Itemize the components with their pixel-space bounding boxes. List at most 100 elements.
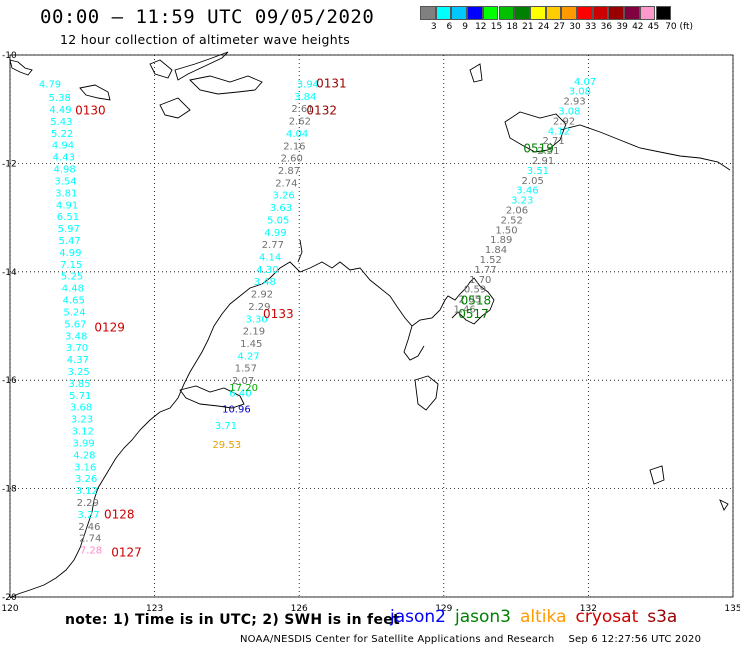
wave-height-value: 1.77 [474, 265, 496, 276]
pass-number-label: 0519 [523, 142, 554, 156]
wave-height-value: 5.38 [49, 93, 71, 104]
wave-height-value: 2.71 [543, 136, 565, 147]
wave-height-value: 2.46 [78, 522, 100, 533]
wave-height-value: 3.63 [270, 203, 292, 214]
wave-height-value: 4.99 [264, 228, 286, 239]
color-scale-label: 42 [632, 22, 644, 32]
wave-height-value: 7.28 [80, 546, 102, 557]
wave-height-value: 4.04 [286, 129, 308, 140]
wave-height-value: 2.05 [522, 176, 544, 187]
wave-height-value: 3.08 [569, 87, 591, 98]
lat-tick-label: -12 [2, 159, 17, 169]
wave-height-value: 5.43 [50, 117, 72, 128]
wave-height-value: 3.08 [558, 107, 580, 118]
wave-height-value: 2.92 [251, 290, 273, 301]
lat-lon-grid [9, 54, 734, 598]
color-scale-label: 15 [490, 22, 503, 32]
color-swatch [577, 6, 593, 20]
color-swatch [451, 6, 468, 20]
mission-legend-item: s3a [647, 607, 678, 627]
wave-height-value: 3.54 [54, 176, 76, 187]
wave-height-value: 29.53 [212, 440, 241, 451]
footnote: note: 1) Time is in UTC; 2) SWH is in fe… [65, 612, 401, 628]
wave-height-value: 3.85 [68, 379, 90, 390]
wave-height-value: 5.25 [61, 272, 83, 283]
wave-height-value: 5.47 [58, 236, 80, 247]
lon-tick-label: 129 [435, 604, 452, 614]
coastline [9, 51, 731, 599]
lon-tick-label: 126 [291, 604, 308, 614]
wave-height-value: 4.79 [39, 80, 61, 91]
color-scale-label: 6 [446, 22, 453, 32]
wave-height-value: 2.77 [262, 240, 284, 251]
wave-height-value: 3.84 [294, 92, 316, 103]
wave-height-value: 2.05 [459, 295, 481, 306]
wave-height-value: 2.93 [563, 97, 585, 108]
wave-height-value: 4.98 [54, 165, 76, 176]
pass-number-label: 0129 [94, 320, 125, 334]
color-swatch [467, 6, 483, 20]
mission-legend-item: jason2 [390, 607, 446, 627]
wave-height-value: 2.06 [506, 205, 528, 216]
mission-legend: jason2 jason3 altika cryosat s3a [390, 607, 686, 627]
wave-height-value: 1.84 [485, 245, 507, 256]
color-swatch [420, 6, 436, 20]
wave-height-value: 4.48 [62, 284, 84, 295]
wave-height-value: 1.50 [495, 225, 517, 236]
wave-height-value: 3.26 [75, 474, 97, 485]
wave-height-value: 2.74 [79, 534, 101, 545]
wave-height-value: 2.29 [77, 498, 99, 509]
lon-tick-label: 132 [580, 604, 597, 614]
wave-height-value: 5.05 [267, 215, 289, 226]
color-scale-label: 9 [462, 22, 468, 32]
wave-height-value: 2.16 [283, 141, 305, 152]
wave-height-value: 2.91 [532, 156, 554, 167]
color-scale-label: 70 (ft) [665, 22, 694, 32]
lon-tick-label: 123 [146, 604, 163, 614]
wave-height-value: 2.87 [278, 166, 300, 177]
pass-number-label: 0132 [306, 104, 337, 118]
generation-timestamp: Sep 6 12:27:56 UTC 2020 [568, 634, 702, 645]
map-frame [9, 54, 734, 598]
lat-tick-label: -20 [2, 593, 17, 603]
wave-height-value: 6.51 [57, 212, 79, 223]
wave-height-value: 5.97 [58, 224, 80, 235]
color-scale-label: 24 [537, 22, 550, 32]
wave-height-value: 0.59 [464, 285, 486, 296]
page-title: 00:00 – 11:59 UTC 09/05/2020 [40, 6, 375, 28]
axis-tick-labels: 120 123 126 129 132 135 -10 -12 -14 -16 -18 -20 [1, 51, 740, 614]
pass-number-label: 0130 [75, 104, 106, 118]
wave-height-value: 3.16 [74, 462, 96, 473]
credit-text: NOAA/NESDIS Center for Satellite Applica… [240, 634, 555, 645]
wave-height-value: 17.20 [229, 383, 258, 394]
wave-height-value: 4.99 [59, 248, 81, 259]
pass-number-label: 0517 [458, 307, 489, 321]
wave-height-value: 2.74 [275, 178, 297, 189]
color-scale-label: 45 [647, 22, 660, 32]
wave-height-value: 2.60 [281, 154, 303, 165]
wave-height-value: 3.70 [66, 343, 88, 354]
pass-number-label: 0127 [111, 545, 142, 559]
wave-height-value: 4.49 [49, 105, 71, 116]
color-swatch [639, 6, 656, 20]
wave-height-value: 3.48 [65, 331, 87, 342]
wave-height-value: 3.27 [77, 510, 99, 521]
wave-height-value: 2.92 [553, 116, 575, 127]
wave-height-value: 4.65 [63, 296, 85, 307]
lat-tick-label: -16 [2, 376, 17, 386]
color-swatch [545, 6, 562, 20]
wave-height-value: 4.37 [67, 355, 89, 366]
wave-height-value: 4.14 [259, 253, 281, 264]
lon-tick-label: 120 [1, 604, 18, 614]
wave-height-value: 4.28 [73, 450, 95, 461]
color-scale-label: 12 [475, 22, 487, 32]
wave-height-value: 5.24 [63, 307, 85, 318]
wave-height-value: 3.99 [72, 438, 94, 449]
wave-height-value: 4.30 [256, 265, 278, 276]
color-swatch [482, 6, 499, 20]
wave-height-value: 1.52 [480, 255, 502, 266]
color-swatch [592, 6, 609, 20]
wave-height-value: 5.67 [64, 319, 86, 330]
wave-height-value: 6.40 [229, 388, 251, 399]
wave-height-value: 3.23 [511, 196, 533, 207]
